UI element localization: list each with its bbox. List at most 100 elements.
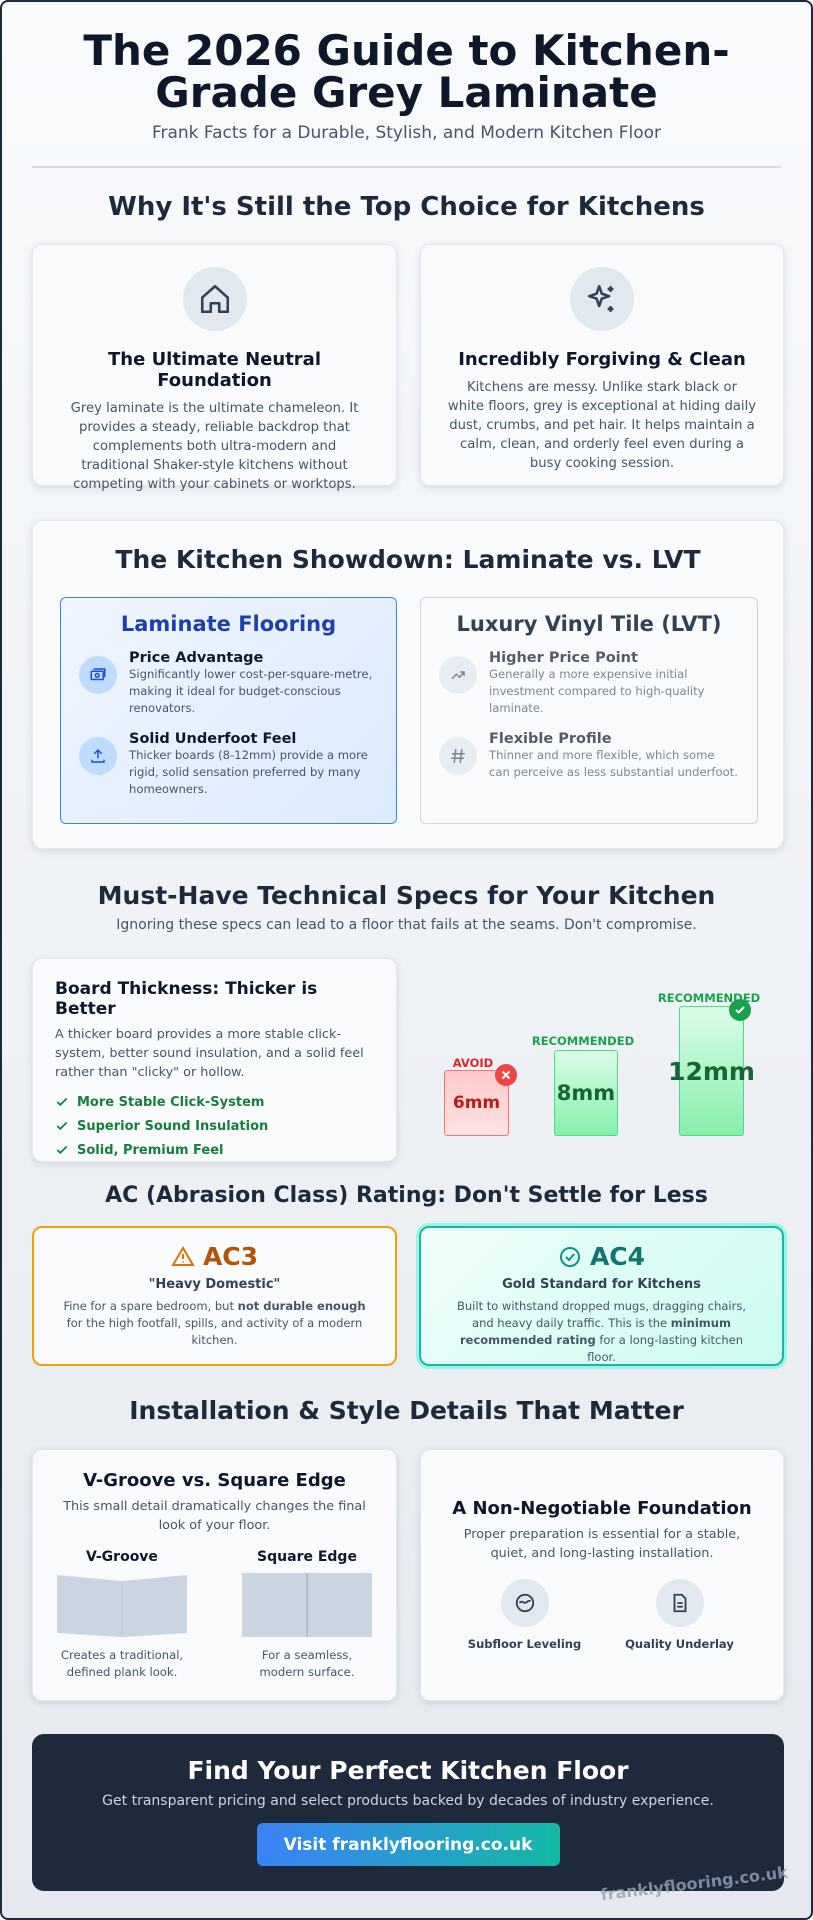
- edge-options: V-Groove Creates a traditional, defined …: [57, 1549, 372, 1681]
- item: Price Advantage Significantly lower cost-…: [79, 650, 378, 717]
- text: Built to withstand dropped mugs, draggin…: [457, 1299, 746, 1330]
- item-label: Quality Underlay: [625, 1637, 734, 1651]
- foundation-item: Quality Underlay: [610, 1579, 750, 1651]
- card-title: V-Groove vs. Square Edge: [83, 1470, 346, 1491]
- thickness-card: Board Thickness: Thicker is Better A thi…: [32, 958, 397, 1162]
- benefit: More Stable Click-System: [55, 1090, 374, 1114]
- option-name: Square Edge: [257, 1549, 357, 1565]
- item-title: Higher Price Point: [489, 650, 638, 666]
- item-title: Flexible Profile: [489, 731, 612, 747]
- item-text: Generally a more expensive initial inves…: [489, 667, 705, 715]
- section-heading: The Kitchen Showdown: Laminate vs. LVT: [115, 545, 701, 574]
- benefit-text: More Stable Click-System: [77, 1094, 265, 1110]
- column-title: Luxury Vinyl Tile (LVT): [456, 612, 722, 636]
- rating: AC4: [447, 1242, 756, 1271]
- item: Solid Underfoot Feel Thicker boards (8-12…: [79, 731, 378, 798]
- edge-option: V-Groove Creates a traditional, defined …: [57, 1549, 187, 1681]
- card-text: This small detail dramatically changes t…: [63, 1499, 366, 1533]
- card-title: Board Thickness: Thicker is Better: [55, 979, 318, 1019]
- board: 12mm: [668, 1006, 755, 1136]
- v-groove-graphic: [57, 1575, 187, 1637]
- divider: [32, 166, 781, 168]
- cta-text: Get transparent pricing and select produ…: [102, 1793, 714, 1809]
- trend-icon: [439, 656, 477, 694]
- money-icon: [79, 656, 117, 694]
- option-name: V-Groove: [86, 1549, 158, 1565]
- section-heading: Must-Have Technical Specs for Your Kitch…: [97, 881, 716, 910]
- benefit-text: Solid, Premium Feel: [77, 1142, 224, 1158]
- item: Flexible Profile Thinner and more flexibl…: [439, 731, 739, 781]
- item-text: Thinner and more flexible, which some ca…: [489, 748, 738, 779]
- benefit: Superior Sound Insulation: [55, 1114, 374, 1138]
- item: Higher Price Point Generally a more expen…: [439, 650, 739, 717]
- card-text: A thicker board provides a more stable c…: [55, 1027, 364, 1080]
- card-text: Proper preparation is essential for a st…: [463, 1527, 741, 1561]
- card-text: Built to withstand dropped mugs, draggin…: [447, 1298, 756, 1366]
- card-title: Gold Standard for Kitchens: [502, 1277, 701, 1292]
- cta-title: Find Your Perfect Kitchen Floor: [187, 1756, 629, 1785]
- cta-button[interactable]: Visit franklyflooring.co.uk: [256, 1823, 560, 1866]
- document-icon: [655, 1579, 704, 1627]
- card-text: Fine for a spare bedroom, but not durabl…: [60, 1298, 369, 1349]
- text-strong: not durable enough: [237, 1299, 366, 1313]
- sparkle-icon: [570, 267, 634, 331]
- foundation-item: Subfloor Leveling: [455, 1579, 595, 1651]
- rating-text: AC3: [202, 1242, 259, 1271]
- item-text: Thicker boards (8-12mm) provide a more r…: [129, 748, 368, 796]
- benefit: Solid, Premium Feel: [55, 1138, 374, 1162]
- avoid-badge: [495, 1064, 517, 1086]
- rating-text: AC4: [589, 1242, 646, 1271]
- home-icon: [182, 267, 247, 331]
- section-subtitle: Ignoring these specs can lead to a floor…: [116, 917, 697, 933]
- text: for the high footfall, spills, and activ…: [66, 1316, 363, 1347]
- recommended-badge: [729, 999, 751, 1021]
- board-tag: AVOID: [452, 1056, 494, 1070]
- board-label: 6mm: [452, 1093, 501, 1113]
- edge-option: Square Edge For a seamless, modern surfa…: [242, 1549, 372, 1681]
- text: Fine for a spare bedroom, but: [63, 1299, 238, 1313]
- cta-panel: Find Your Perfect Kitchen Floor Get tran…: [32, 1734, 784, 1891]
- feature-card: Incredibly Forgiving & Clean Kitchens ar…: [420, 244, 784, 486]
- option-text: For a seamless, modern surface.: [259, 1648, 355, 1679]
- rating: AC3: [60, 1242, 369, 1271]
- card-title: A Non-Negotiable Foundation: [452, 1498, 752, 1519]
- board-label: 12mm: [668, 1056, 755, 1086]
- item-label: Subfloor Leveling: [467, 1637, 582, 1651]
- feature-card: The Ultimate Neutral Foundation Grey lam…: [32, 244, 397, 492]
- title: The 2026 Guide to Kitchen-Grade Grey Lam…: [83, 26, 730, 117]
- laminate-column: Laminate Flooring Price Advantage Signifi…: [60, 597, 397, 824]
- option-text: Creates a traditional, defined plank loo…: [60, 1648, 184, 1679]
- item-text: Significantly lower cost-per-square-metr…: [129, 667, 373, 715]
- column-title: Laminate Flooring: [120, 612, 337, 636]
- board-visual: AVOID 6mm RECOMMENDED 8mm RECOMMENDED 12…: [419, 982, 784, 1152]
- text-strong: minimum recommended rating: [459, 1316, 731, 1347]
- card-title: The Ultimate Neutral Foundation: [108, 349, 321, 391]
- hash-icon: [439, 737, 477, 775]
- section-heading: Why It's Still the Top Choice for Kitche…: [108, 192, 705, 222]
- foundation-card: A Non-Negotiable Foundation Proper prepa…: [420, 1449, 784, 1701]
- card-title: "Heavy Domestic": [148, 1277, 281, 1292]
- card-text: Grey laminate is the ultimate chameleon.…: [70, 401, 359, 492]
- ac3-card: AC3 "Heavy Domestic" Fine for a spare be…: [32, 1226, 397, 1366]
- level-icon: [500, 1579, 549, 1627]
- foundation-items: Subfloor Leveling Quality Underlay: [447, 1579, 757, 1651]
- board-tag: RECOMMENDED: [531, 1034, 635, 1048]
- text: for a long-lasting kitchen floor.: [587, 1333, 744, 1364]
- section-heading: AC (Abrasion Class) Rating: Don't Settle…: [105, 1183, 708, 1208]
- board-label: 8mm: [556, 1081, 616, 1105]
- card-text: Kitchens are messy. Unlike stark black o…: [447, 380, 757, 471]
- upload-icon: [79, 737, 117, 775]
- item-title: Solid Underfoot Feel: [129, 731, 297, 747]
- ac4-card: AC4 Gold Standard for Kitchens Built to …: [419, 1226, 784, 1366]
- item-title: Price Advantage: [129, 650, 264, 666]
- lvt-column: Luxury Vinyl Tile (LVT) Higher Price Poi…: [420, 597, 758, 824]
- showdown-panel: The Kitchen Showdown: Laminate vs. LVT L…: [32, 520, 784, 849]
- benefit-text: Superior Sound Insulation: [77, 1118, 269, 1134]
- square-edge-graphic: [242, 1573, 372, 1637]
- card-title: Incredibly Forgiving & Clean: [458, 349, 746, 370]
- edge-card: V-Groove vs. Square Edge This small deta…: [32, 1449, 397, 1701]
- subtitle: Frank Facts for a Durable, Stylish, and …: [151, 123, 662, 143]
- board: 8mm: [554, 1050, 618, 1136]
- section-heading: Installation & Style Details That Matter: [129, 1396, 684, 1425]
